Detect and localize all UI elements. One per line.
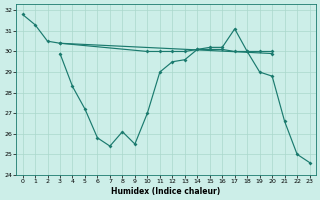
X-axis label: Humidex (Indice chaleur): Humidex (Indice chaleur) (111, 187, 221, 196)
